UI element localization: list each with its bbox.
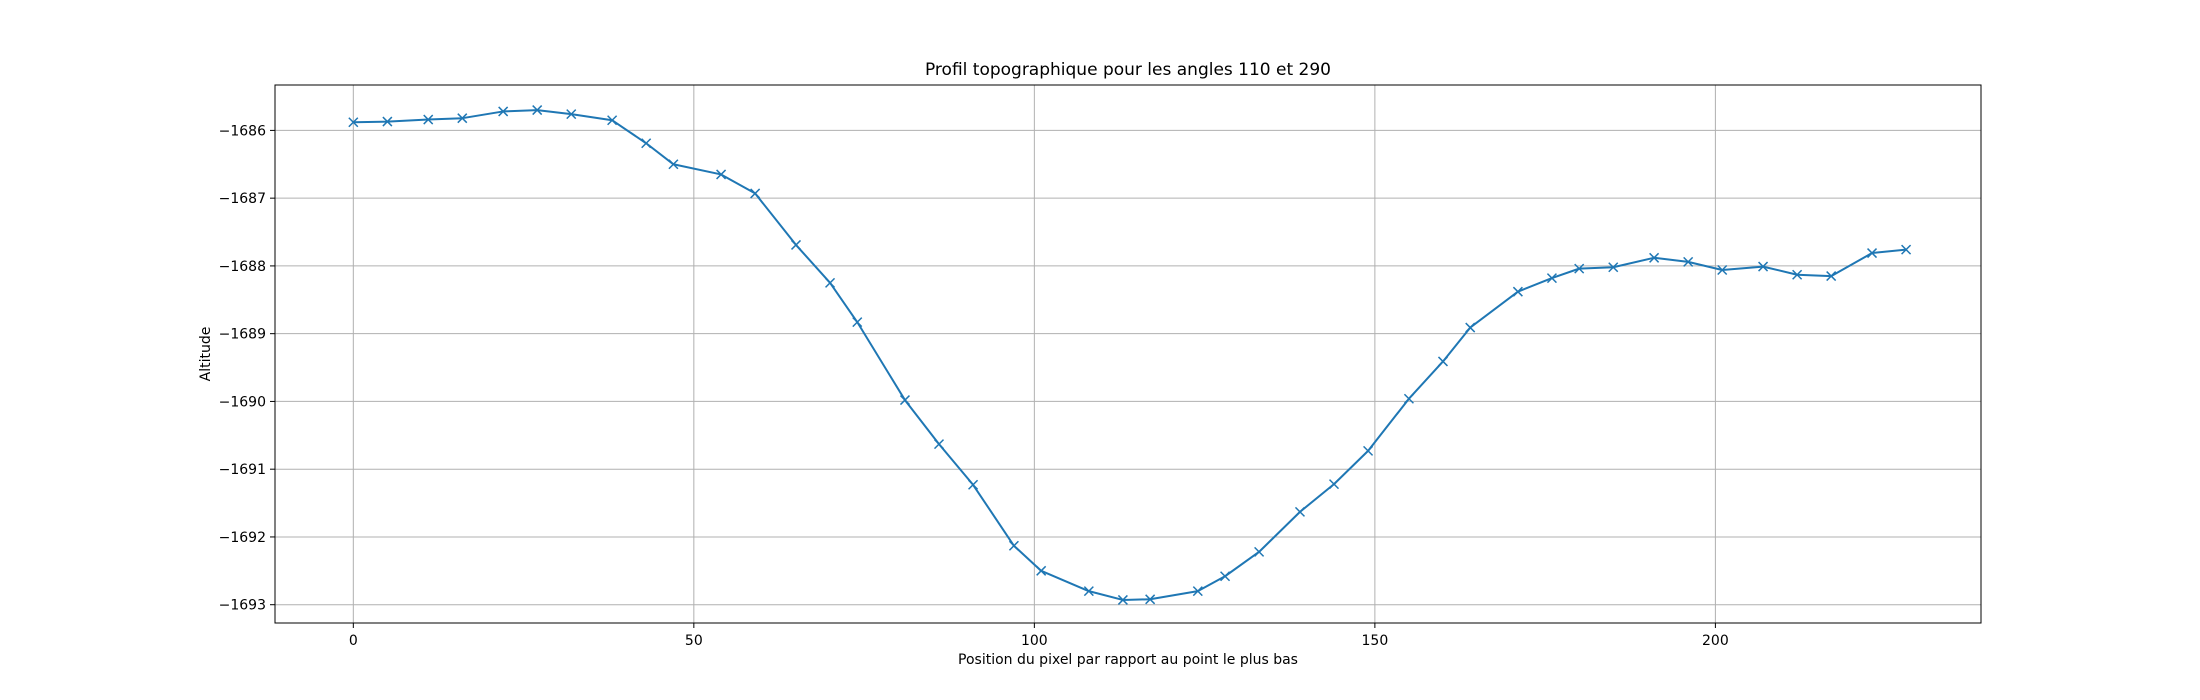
plot-frame (274, 84, 1982, 624)
data-point-marker (1901, 244, 1912, 255)
data-point-marker (1792, 269, 1803, 280)
y-axis-label: Altitude (198, 327, 214, 382)
y-tick-label: −1692 (219, 530, 266, 546)
data-point-marker (899, 395, 910, 406)
y-tick-label: −1686 (219, 123, 266, 139)
x-axis-label: Position du pixel par rapport au point l… (958, 652, 1298, 668)
data-point-marker (1649, 252, 1660, 263)
data-point-marker (1574, 263, 1585, 274)
data-point-marker (1363, 445, 1374, 456)
data-point-marker (1546, 273, 1557, 284)
data-point-marker (968, 479, 979, 490)
data-point-marker (532, 105, 543, 116)
y-tick-label: −1693 (219, 598, 266, 614)
data-point-marker (790, 239, 802, 250)
data-point-marker (1192, 586, 1203, 597)
grid (275, 85, 1981, 623)
data-point-marker (1083, 586, 1094, 597)
data-point-marker (1437, 356, 1449, 367)
y-tick-label: −1688 (219, 259, 266, 275)
y-tick-label: −1690 (219, 394, 266, 410)
data-point-marker (1294, 506, 1305, 517)
data-point-marker (716, 169, 727, 180)
data-point-marker (933, 439, 945, 450)
chart-title: Profil topographique pour les angles 110… (925, 60, 1331, 80)
x-tick-label: 50 (685, 633, 703, 649)
data-point-marker (1036, 565, 1047, 576)
x-tick-label: 150 (1362, 633, 1389, 649)
series (348, 105, 1912, 605)
data-point-marker (750, 188, 761, 199)
data-point-marker (348, 117, 359, 128)
x-tick-label: 100 (1021, 633, 1048, 649)
data-point-marker (1403, 393, 1414, 404)
data-point-marker (1008, 540, 1019, 551)
data-point-marker (1220, 571, 1231, 582)
data-point-marker (825, 277, 836, 288)
data-point-marker (423, 114, 434, 125)
data-point-marker (566, 109, 577, 120)
ticks: 0 50 100 150 200 −1686 −1687 −1688 −1689 −1690 −16… (219, 123, 1729, 649)
data-point-marker (1328, 479, 1340, 490)
data-point-marker (1254, 546, 1265, 557)
data-point-marker (852, 317, 863, 328)
data-point-marker (668, 159, 679, 170)
data-point-marker (382, 116, 393, 127)
data-point-marker (1826, 271, 1837, 282)
data-point-marker (1758, 261, 1769, 272)
data-point-marker (607, 115, 618, 126)
data-point-marker (1117, 594, 1128, 605)
data-point-marker (1465, 322, 1476, 333)
data-point-marker (1867, 248, 1878, 259)
series-line (353, 109, 1907, 601)
y-tick-label: −1689 (219, 327, 266, 343)
data-point-marker (1145, 594, 1156, 605)
data-point-marker (1683, 256, 1694, 267)
x-tick-label: 0 (349, 633, 358, 649)
y-tick-label: −1687 (219, 191, 266, 207)
x-tick-label: 200 (1702, 633, 1729, 649)
data-point-marker (457, 113, 468, 124)
data-point-marker (1717, 264, 1728, 276)
y-tick-label: −1691 (219, 462, 266, 478)
data-point-marker (1512, 286, 1523, 297)
data-point-marker (641, 138, 652, 149)
data-point-marker (498, 106, 509, 117)
data-point-marker (1608, 262, 1619, 273)
